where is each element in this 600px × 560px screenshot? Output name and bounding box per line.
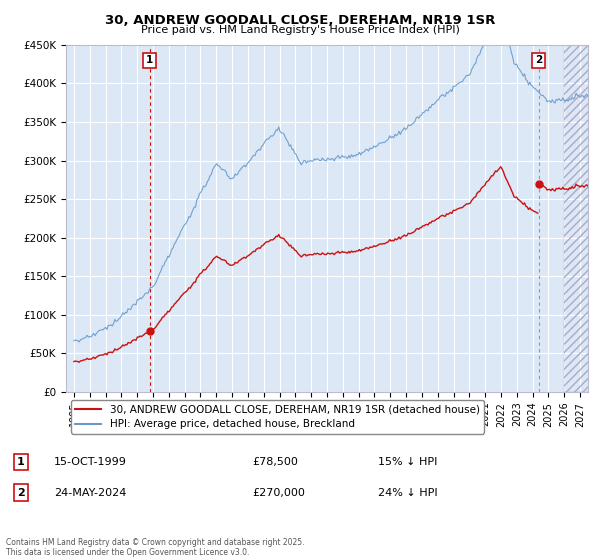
Text: £78,500: £78,500 bbox=[252, 457, 298, 467]
Text: 2: 2 bbox=[17, 488, 25, 498]
Text: 1: 1 bbox=[146, 55, 154, 66]
Text: 1: 1 bbox=[17, 457, 25, 467]
Bar bbox=[564, 45, 596, 392]
Text: Price paid vs. HM Land Registry's House Price Index (HPI): Price paid vs. HM Land Registry's House … bbox=[140, 25, 460, 35]
Text: £270,000: £270,000 bbox=[252, 488, 305, 498]
Legend: 30, ANDREW GOODALL CLOSE, DEREHAM, NR19 1SR (detached house), HPI: Average price: 30, ANDREW GOODALL CLOSE, DEREHAM, NR19 … bbox=[71, 400, 484, 433]
Text: Contains HM Land Registry data © Crown copyright and database right 2025.
This d: Contains HM Land Registry data © Crown c… bbox=[6, 538, 305, 557]
Text: 2: 2 bbox=[535, 55, 542, 66]
Text: 15-OCT-1999: 15-OCT-1999 bbox=[54, 457, 127, 467]
Text: 30, ANDREW GOODALL CLOSE, DEREHAM, NR19 1SR: 30, ANDREW GOODALL CLOSE, DEREHAM, NR19 … bbox=[105, 14, 495, 27]
Text: 15% ↓ HPI: 15% ↓ HPI bbox=[378, 457, 437, 467]
Text: 24-MAY-2024: 24-MAY-2024 bbox=[54, 488, 127, 498]
Text: 24% ↓ HPI: 24% ↓ HPI bbox=[378, 488, 437, 498]
